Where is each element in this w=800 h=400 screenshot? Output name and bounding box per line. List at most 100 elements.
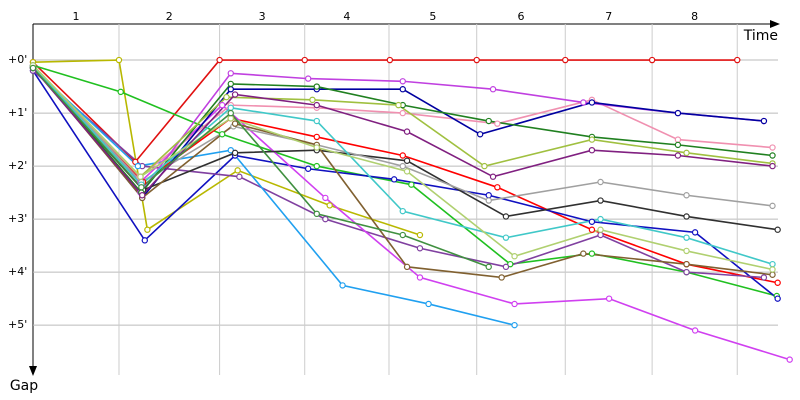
- x-tick-label: 7: [605, 10, 612, 23]
- data-point: [322, 194, 329, 202]
- series-line: [32, 59, 738, 164]
- data-point: [227, 109, 234, 117]
- data-point: [485, 263, 492, 271]
- data-point: [326, 202, 333, 209]
- data-point: [313, 210, 320, 218]
- data-point: [774, 295, 781, 302]
- data-point: [760, 274, 768, 281]
- data-point: [216, 56, 223, 64]
- data-point: [223, 93, 230, 101]
- data-point: [473, 56, 480, 64]
- data-point: [588, 226, 596, 233]
- data-point: [683, 149, 690, 157]
- data-point: [769, 266, 776, 273]
- data-point: [399, 207, 406, 215]
- data-point: [769, 271, 776, 278]
- data-point: [683, 192, 690, 199]
- data-point: [597, 215, 604, 223]
- data-point: [683, 260, 690, 268]
- data-point: [769, 162, 776, 170]
- data-point: [301, 56, 308, 64]
- data-point: [313, 133, 320, 141]
- data-point: [416, 231, 424, 239]
- x-arrow: [770, 20, 780, 28]
- data-point: [769, 144, 776, 151]
- x-tick-label: 1: [72, 10, 79, 23]
- data-point: [774, 226, 781, 233]
- data-point: [231, 91, 239, 98]
- data-point: [489, 86, 497, 93]
- y-tick-label: +0': [8, 53, 27, 66]
- data-point: [597, 178, 604, 186]
- data-point: [403, 263, 411, 271]
- data-point: [498, 274, 505, 281]
- data-point: [399, 231, 406, 239]
- data-point: [390, 176, 398, 183]
- data-point: [218, 131, 226, 138]
- data-point: [562, 56, 569, 64]
- data-point: [141, 237, 148, 244]
- data-point: [691, 229, 699, 236]
- y-tick-label: +5': [8, 318, 27, 331]
- y-tick-label: +4': [8, 265, 27, 278]
- data-point: [489, 173, 497, 180]
- data-point: [134, 162, 142, 170]
- series-line: [32, 67, 778, 231]
- x-tick-label: 4: [343, 10, 350, 23]
- data-point: [769, 260, 776, 268]
- data-point: [580, 99, 587, 106]
- data-point: [144, 226, 151, 233]
- x-axis-label: Time: [743, 28, 778, 44]
- x-tick-label: 2: [166, 10, 173, 23]
- series-line: [32, 67, 490, 268]
- y-arrow: [29, 366, 37, 376]
- data-point: [674, 152, 682, 159]
- data-point: [403, 168, 411, 175]
- y-tick-label: +2': [8, 159, 27, 172]
- data-point: [502, 234, 510, 241]
- data-point: [674, 141, 682, 149]
- data-point: [29, 64, 37, 72]
- data-point: [691, 327, 699, 334]
- data-point: [588, 146, 596, 154]
- data-point: [683, 247, 690, 255]
- data-point: [399, 152, 406, 159]
- x-tick-label: 8: [691, 10, 698, 23]
- data-point: [138, 184, 145, 191]
- data-point: [476, 131, 484, 138]
- data-point: [416, 274, 424, 281]
- data-point: [322, 215, 329, 223]
- x-tick-label: 3: [259, 10, 266, 23]
- data-point: [139, 192, 146, 199]
- data-point: [408, 181, 415, 188]
- data-point: [597, 231, 604, 239]
- series-line: [32, 59, 421, 236]
- data-point: [403, 157, 411, 164]
- series-line: [32, 67, 778, 284]
- data-point: [231, 149, 239, 157]
- data-point: [674, 136, 682, 143]
- data-point: [236, 173, 243, 180]
- data-point: [117, 88, 124, 96]
- data-point: [580, 250, 587, 257]
- data-point: [386, 56, 394, 64]
- y-axis-label: Gap: [10, 378, 38, 394]
- data-point: [313, 83, 320, 90]
- data-point: [683, 213, 690, 220]
- data-point: [683, 234, 690, 241]
- data-point: [399, 109, 406, 117]
- x-tick-label: 6: [517, 10, 524, 23]
- data-point: [227, 80, 234, 88]
- series-line: [32, 64, 790, 361]
- data-point: [137, 173, 144, 180]
- data-point: [502, 263, 510, 271]
- data-point: [774, 279, 781, 286]
- data-point: [304, 75, 312, 82]
- data-point: [597, 197, 604, 204]
- data-point: [227, 104, 234, 111]
- data-point: [309, 96, 316, 104]
- data-point: [605, 295, 613, 302]
- data-point: [313, 144, 320, 151]
- data-point: [313, 162, 320, 170]
